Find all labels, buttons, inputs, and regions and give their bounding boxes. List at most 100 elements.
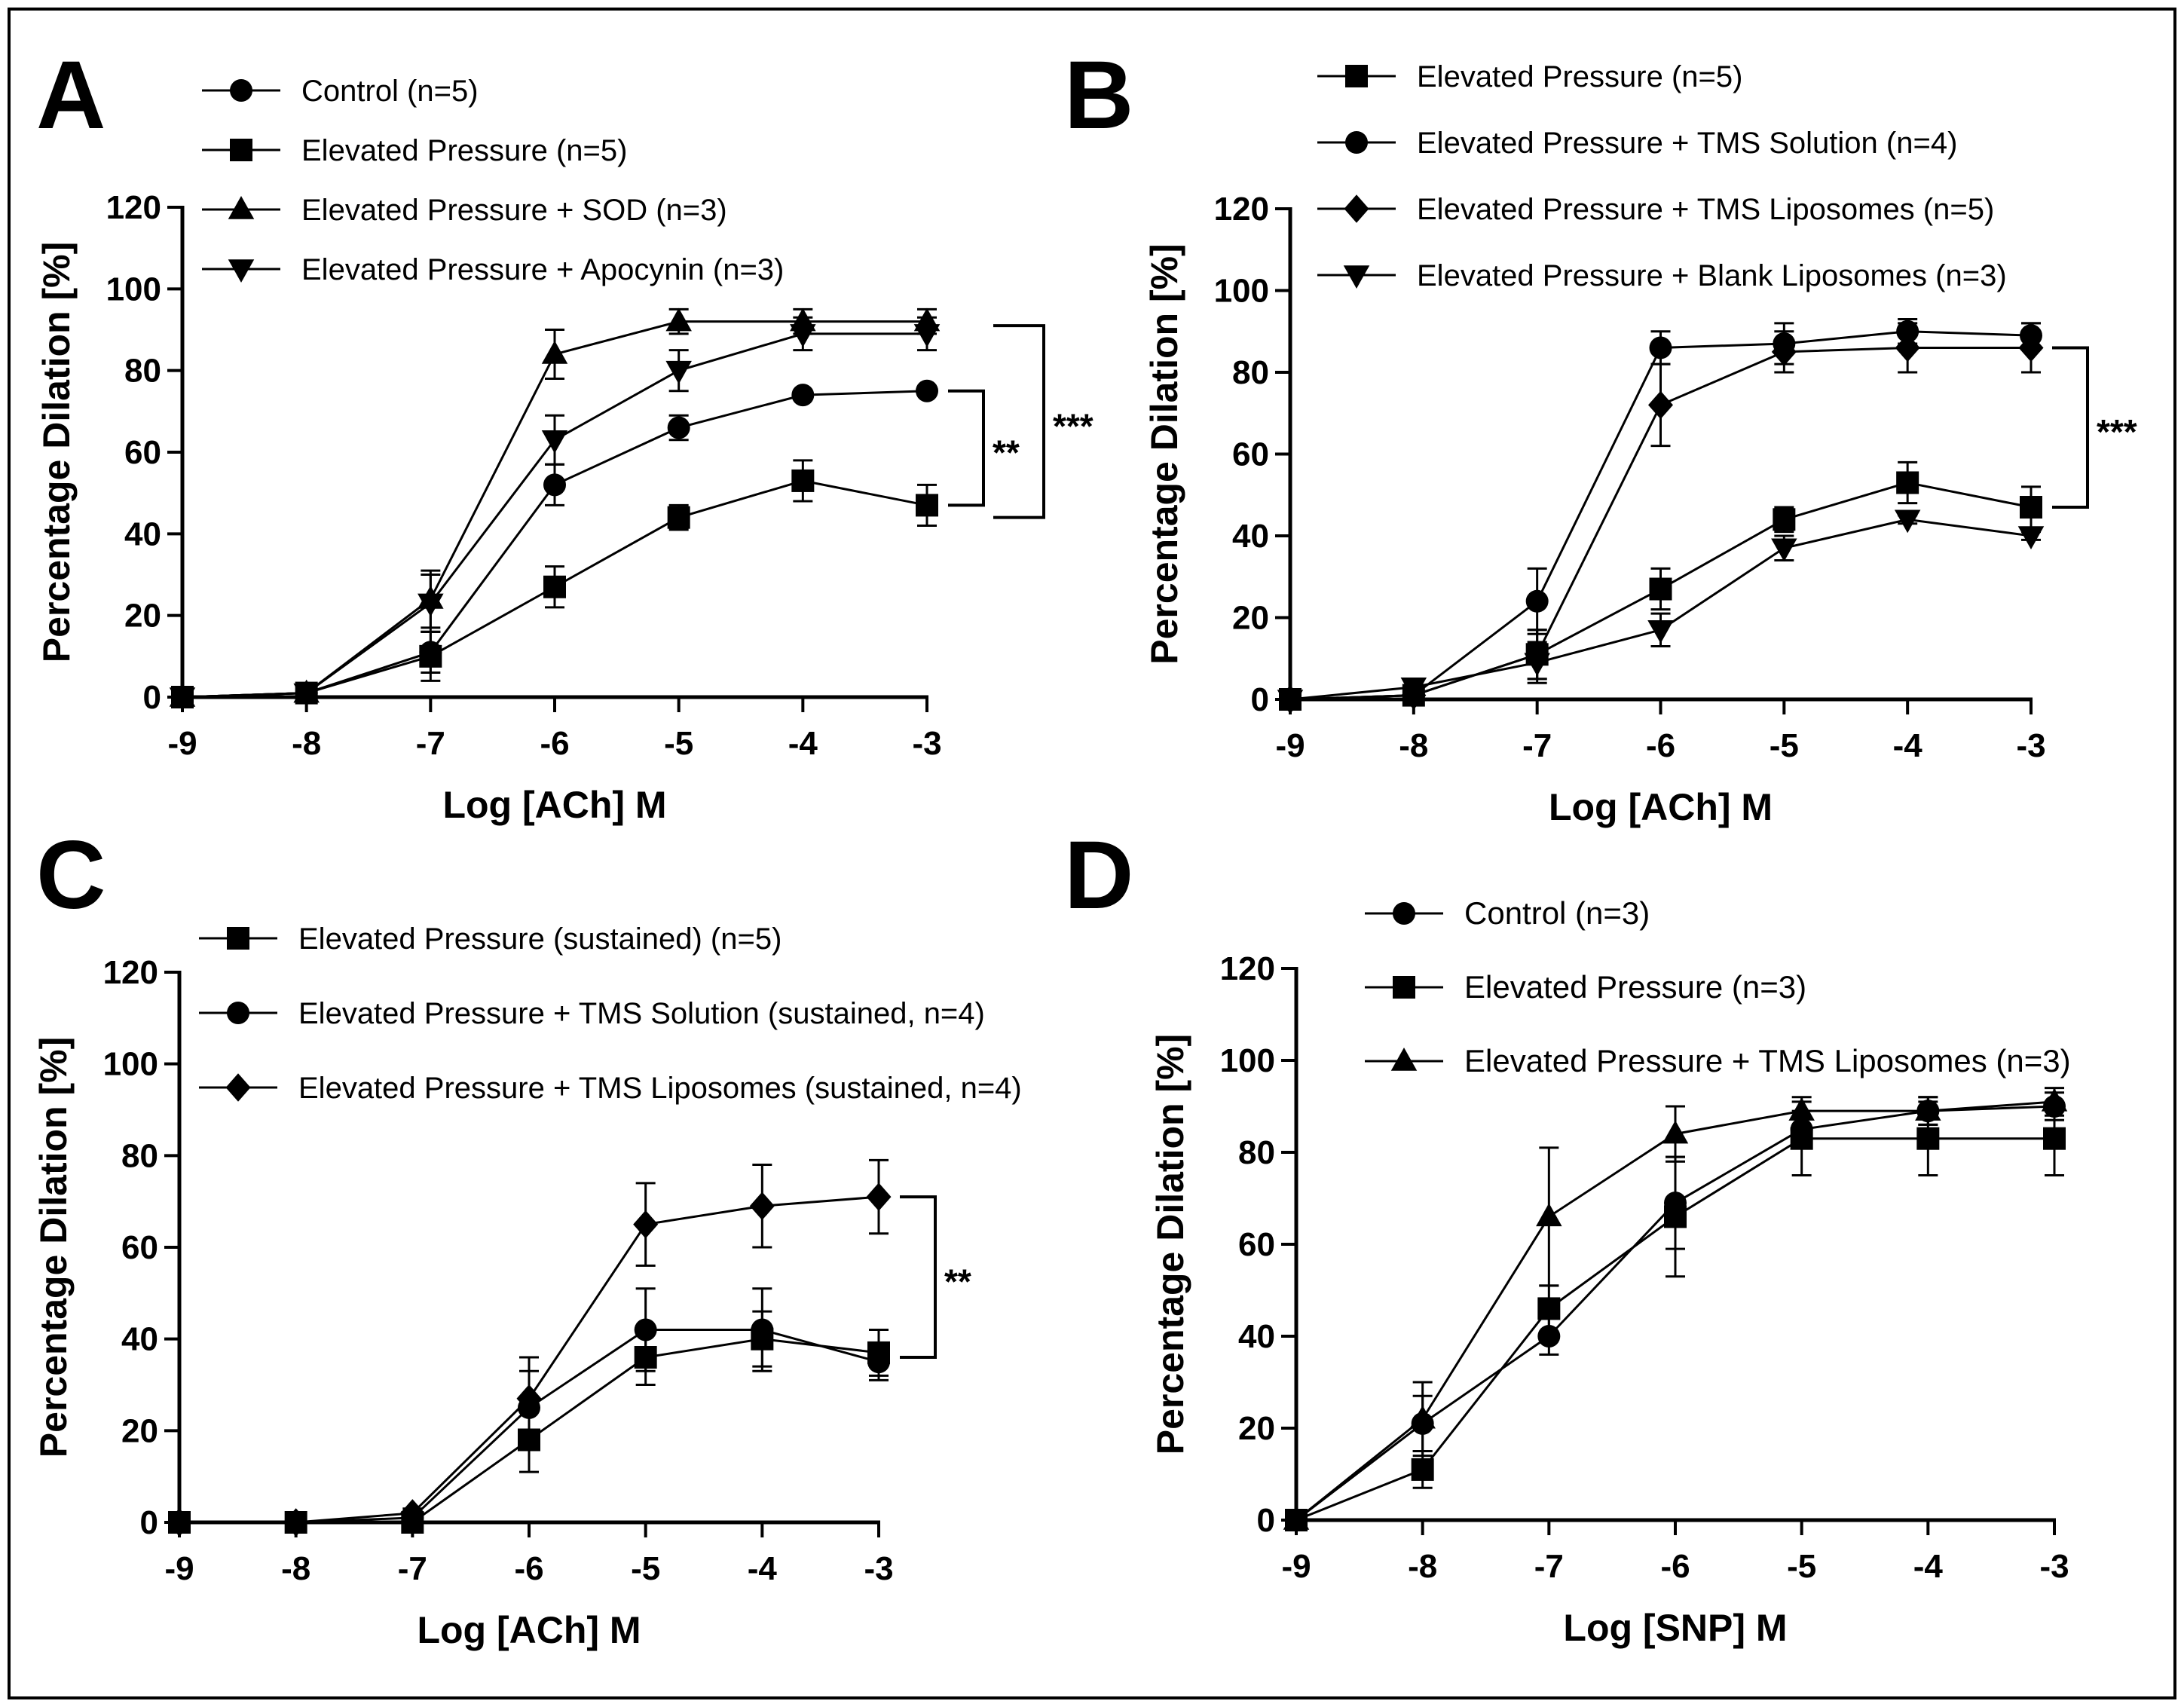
legend-label: Elevated Pressure + TMS Solution (n=4) xyxy=(1417,127,1957,160)
legend-label: Control (n=3) xyxy=(1464,895,1650,931)
x-tick-label: -9 xyxy=(1275,727,1305,764)
x-axis-label: Log [ACh] M xyxy=(442,784,666,826)
legend-label: Elevated Pressure (n=5) xyxy=(1417,60,1742,93)
y-tick-label: 0 xyxy=(143,679,161,716)
y-tick-label: 0 xyxy=(1257,1502,1275,1539)
data-point xyxy=(283,1508,309,1537)
data-point xyxy=(667,506,690,529)
data-point xyxy=(1790,1127,1813,1150)
data-point xyxy=(1283,1507,1310,1530)
data-point xyxy=(1400,677,1427,701)
data-point xyxy=(791,469,815,492)
data-point xyxy=(1525,589,1549,613)
x-tick-label: -5 xyxy=(1770,727,1799,764)
data-point xyxy=(1915,1097,1941,1121)
y-tick-label: 60 xyxy=(1238,1226,1275,1263)
legend-label: Control (n=5) xyxy=(301,75,479,108)
legend-marker xyxy=(228,196,255,219)
y-tick-label: 120 xyxy=(1214,191,1269,228)
y-tick-label: 40 xyxy=(124,515,161,552)
panel-b: B 0 20 40 60 80 100 120 -9 -8 -7 -6 -5 -4 -3 Log [ACh] … xyxy=(1064,41,2137,828)
data-point xyxy=(2018,333,2044,363)
legend-marker xyxy=(1345,131,1368,154)
data-point xyxy=(916,494,938,517)
data-point xyxy=(667,416,690,439)
y-tick-label: 60 xyxy=(124,434,161,471)
legend-label: Elevated Pressure + TMS Liposomes (n=5) xyxy=(1417,193,1994,226)
data-point xyxy=(1916,1127,1940,1150)
data-point xyxy=(1773,508,1796,531)
panel-letter: B xyxy=(1064,41,1133,149)
data-point xyxy=(751,1318,774,1341)
data-point xyxy=(2020,496,2042,519)
x-tick-label: -6 xyxy=(1646,727,1675,764)
significance-label: ** xyxy=(993,433,1020,473)
data-point xyxy=(790,324,816,347)
legend-marker xyxy=(1345,65,1368,87)
data-point xyxy=(665,307,692,332)
significance-bracket xyxy=(948,389,985,507)
x-tick-label: -4 xyxy=(1893,727,1923,764)
x-tick-label: -3 xyxy=(2016,727,2045,764)
significance-bracket xyxy=(993,324,1045,519)
x-tick-label: -3 xyxy=(912,725,941,762)
data-point xyxy=(665,360,692,384)
y-tick-label: 120 xyxy=(103,954,158,991)
x-tick-label: -4 xyxy=(788,725,818,762)
x-tick-label: -7 xyxy=(416,725,445,762)
data-point xyxy=(1649,336,1672,359)
y-tick-label: 120 xyxy=(106,189,161,226)
data-point xyxy=(633,1210,659,1239)
x-tick-label: -8 xyxy=(292,725,321,762)
data-point xyxy=(1788,1097,1815,1121)
y-tick-label: 0 xyxy=(140,1504,158,1541)
x-axis-label: Log [ACh] M xyxy=(417,1609,641,1651)
y-tick-label: 100 xyxy=(106,271,161,307)
x-tick-label: -7 xyxy=(1534,1548,1564,1585)
data-point xyxy=(634,1318,657,1341)
legend-marker xyxy=(228,259,255,283)
data-point xyxy=(169,687,196,711)
panel-letter: A xyxy=(36,41,106,149)
y-tick-label: 80 xyxy=(124,353,161,390)
y-tick-label: 100 xyxy=(1214,273,1269,310)
y-tick-label: 40 xyxy=(1232,518,1269,555)
data-point xyxy=(867,1351,890,1374)
y-tick-label: 20 xyxy=(121,1412,158,1449)
y-tick-label: 80 xyxy=(1238,1134,1275,1171)
legend-marker xyxy=(1393,976,1415,999)
data-point xyxy=(913,324,941,347)
panel-d: D 0 20 40 60 80 100 120 -9 -8 -7 -6 -5 -4 -3 Log [SNP] … xyxy=(1064,821,2071,1649)
y-axis-label: Percentage Dilation [%] xyxy=(35,242,78,662)
data-point xyxy=(543,575,566,598)
x-tick-label: -7 xyxy=(398,1550,427,1587)
legend-marker xyxy=(227,927,249,950)
data-point xyxy=(419,644,442,668)
x-tick-label: -6 xyxy=(540,725,569,762)
data-point xyxy=(866,1182,892,1211)
y-tick-label: 60 xyxy=(121,1229,158,1266)
legend-label: Elevated Pressure (n=5) xyxy=(301,134,627,167)
data-point xyxy=(1895,333,1920,363)
x-axis-label: Log [SNP] M xyxy=(1563,1607,1787,1649)
y-tick-label: 20 xyxy=(124,598,161,635)
figure-frame xyxy=(8,8,2176,1699)
data-point xyxy=(1537,1297,1561,1320)
y-axis-label: Percentage Dilation [%] xyxy=(1149,1034,1191,1455)
x-tick-label: -8 xyxy=(1399,727,1428,764)
legend-label: Elevated Pressure + TMS Solution (sustai… xyxy=(298,997,985,1030)
data-point xyxy=(1664,1205,1687,1228)
panel-letter: C xyxy=(36,821,106,929)
legend-marker xyxy=(230,139,252,161)
legend-label: Elevated Pressure (n=3) xyxy=(1464,969,1806,1005)
legend-marker xyxy=(230,79,252,102)
x-tick-label: -9 xyxy=(1281,1548,1311,1585)
data-point xyxy=(1896,471,1919,494)
y-tick-label: 20 xyxy=(1238,1410,1275,1447)
y-axis-label: Percentage Dilation [%] xyxy=(1143,243,1185,664)
y-tick-label: 60 xyxy=(1232,436,1269,473)
data-point xyxy=(541,430,568,454)
y-tick-label: 40 xyxy=(121,1321,158,1358)
y-tick-label: 40 xyxy=(1238,1318,1275,1355)
data-point xyxy=(749,1192,775,1220)
